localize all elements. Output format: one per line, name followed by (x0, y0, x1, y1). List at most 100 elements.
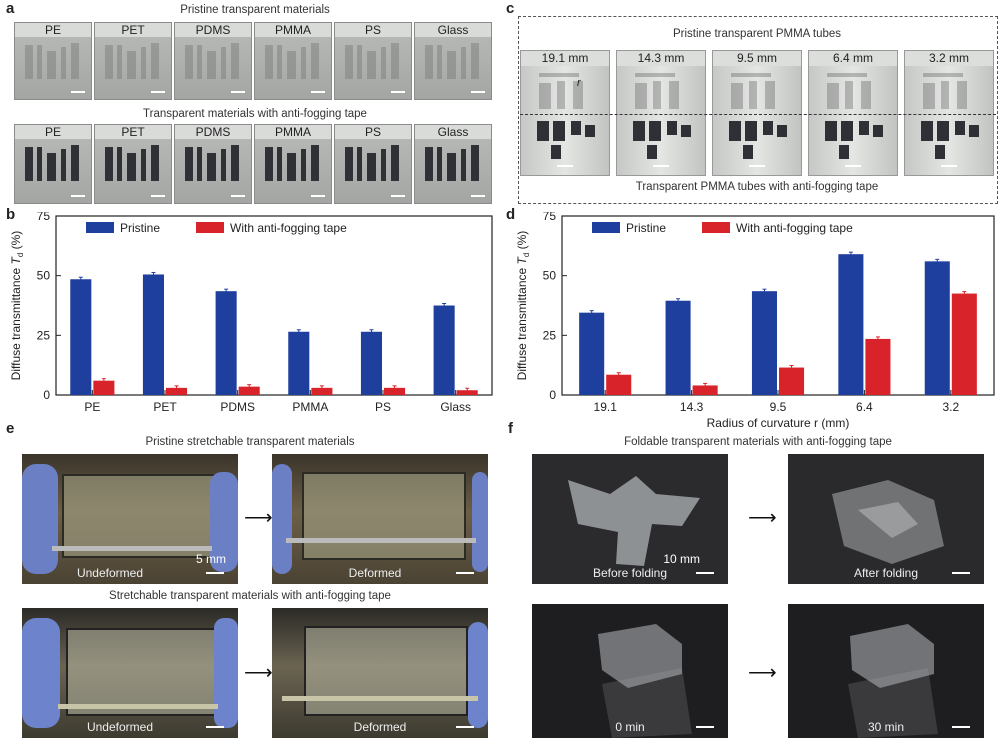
y-axis-label-symbol: T (9, 255, 23, 264)
tile-label: Glass (415, 23, 491, 37)
bar-pristine (70, 279, 92, 395)
bar-with-tape (384, 387, 406, 395)
y-axis-label-symbol: T (515, 255, 529, 264)
bar-with-tape (951, 293, 977, 395)
arrow-e-bottom: ⟶ (244, 662, 273, 684)
tile-label: PE (15, 125, 91, 139)
scale-label-f: 10 mm (663, 552, 700, 566)
scale-bar (845, 165, 861, 167)
y-axis-label-subscript: d (16, 253, 25, 257)
film-sample (302, 472, 466, 560)
photo-tape-undeformed: Undeformed (22, 608, 238, 738)
x-tick-label: PMMA (292, 400, 328, 414)
bar-with-tape (456, 390, 478, 395)
photo-pristine-undeformed: 5 mm Undeformed (22, 454, 238, 584)
scale-bar (206, 572, 224, 574)
x-tick-label: Glass (440, 400, 471, 414)
sample-tile-pet: PET (94, 124, 172, 204)
bar-with-tape (166, 387, 188, 395)
arrow-f-bottom: ⟶ (748, 662, 777, 684)
scale-bar (311, 195, 325, 197)
y-tick-label: 0 (43, 388, 50, 402)
box-on-block (598, 624, 692, 738)
y-tick-label: 25 (543, 328, 557, 342)
bar-with-tape (93, 380, 115, 395)
sample-tile-ps: PS (334, 22, 412, 100)
bar-with-tape (606, 374, 632, 395)
scale-bar (696, 572, 714, 574)
x-tick-label: 6.4 (856, 400, 873, 414)
bar-pristine (838, 254, 864, 395)
bar-pristine (924, 261, 950, 395)
scale-bar (391, 91, 405, 93)
sample-tile-glass: Glass (414, 124, 492, 204)
panel-a-title-bottom: Transparent materials with anti-fogging … (143, 108, 367, 120)
glove-right (214, 618, 238, 728)
tile-label: Glass (415, 125, 491, 139)
glove-left (22, 618, 60, 728)
pmma-tube-3: 9.5 mm (712, 50, 802, 176)
sample-tile-pet: PET (94, 22, 172, 100)
y-tick-label: 75 (37, 212, 51, 223)
radius-marker: r (577, 77, 581, 89)
glove-left (22, 464, 58, 574)
legend-label: With anti-fogging tape (736, 221, 853, 235)
panel-c-label: c (506, 0, 515, 17)
caption-30-min: 30 min (867, 720, 905, 734)
scale-bar (391, 195, 405, 197)
sample-tile-pdms: PDMS (174, 22, 252, 100)
caption-deformed-bottom: Deformed (353, 720, 407, 734)
bar-pristine (360, 331, 382, 395)
panel-c-title-bottom: Transparent PMMA tubes with anti-fogging… (635, 181, 879, 193)
bar-with-tape (779, 367, 805, 395)
tile-label: PET (95, 23, 171, 37)
cross-film (568, 476, 700, 566)
x-tick-label: 3.2 (942, 400, 959, 414)
y-axis-label-text: Diffuse transmittance (9, 264, 23, 380)
caption-before-folding: Before folding (592, 566, 668, 580)
tile-label: PS (335, 125, 411, 139)
film-sample (66, 628, 220, 716)
scale-bar (941, 165, 957, 167)
sample-tile-pe: PE (14, 124, 92, 204)
clamp-bar (52, 546, 212, 551)
film-sample (304, 626, 468, 716)
legend-swatch (196, 222, 224, 233)
bar-with-tape (238, 386, 260, 395)
tube-label: 6.4 mm (809, 51, 897, 66)
legend-label: Pristine (120, 221, 160, 235)
scale-bar (71, 91, 85, 93)
scale-bar (471, 91, 485, 93)
caption-deformed-top: Deformed (348, 566, 402, 580)
panel-e-title-top: Pristine stretchable transparent materia… (145, 436, 355, 448)
scale-bar (952, 572, 970, 574)
legend-label: Pristine (626, 221, 666, 235)
y-tick-label: 0 (549, 388, 556, 402)
tube-label: 19.1 mm (521, 51, 609, 66)
y-axis-label: Diffuse transmittance Td (%) (9, 231, 25, 381)
pmma-tube-5: 3.2 mm (904, 50, 994, 176)
sample-tile-pdms: PDMS (174, 124, 252, 204)
clamp-bar (58, 704, 218, 709)
tile-label: PDMS (175, 125, 251, 139)
bar-pristine (142, 274, 164, 395)
scale-bar (749, 165, 765, 167)
scale-bar (151, 195, 165, 197)
photo-after-folding: After folding (788, 454, 984, 584)
photo-0-min: 0 min (532, 604, 728, 738)
x-tick-label: PS (375, 400, 391, 414)
photo-before-folding: 10 mm Before folding (532, 454, 728, 584)
chart-b: 0 25 50 75 Diffuse transmittance Td (%) PE PET… (9, 212, 493, 414)
legend-swatch (702, 222, 730, 233)
bar-pristine (215, 291, 237, 395)
y-tick-label: 50 (37, 269, 51, 283)
panel-a-label: a (6, 0, 15, 17)
panel-a-title-top: Pristine transparent materials (180, 4, 330, 16)
bar-with-tape (692, 385, 718, 395)
panel-b-label: b (6, 206, 16, 223)
caption-after-folding: After folding (853, 566, 919, 580)
tube-label: 9.5 mm (713, 51, 801, 66)
panel-c-frame (518, 16, 998, 204)
clamp-bar (286, 538, 476, 543)
photo-30-min: 30 min (788, 604, 984, 738)
